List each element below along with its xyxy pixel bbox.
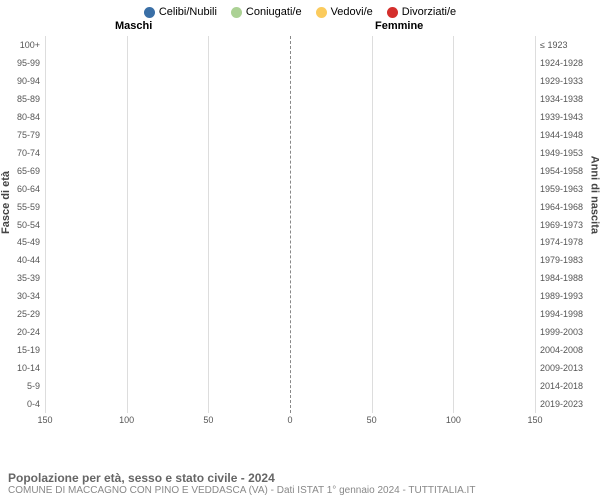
column-headers: Maschi Femmine — [0, 20, 600, 34]
birth-year-label: 1999-2003 — [540, 327, 583, 337]
y-axis-left: 100+ 95-99 90-94 85-89 80-84 75-79 70-74 65-69 6… — [0, 36, 42, 413]
age-label: 20-24 — [17, 327, 40, 337]
birth-year-label: 1989-1993 — [540, 291, 583, 301]
birth-year-label: 1949-1953 — [540, 148, 583, 158]
legend-label: Divorziati/e — [402, 6, 456, 18]
age-label: 95-99 — [17, 58, 40, 68]
legend: Celibi/Nubili Coniugati/e Vedovi/e Divorzia… — [0, 0, 600, 20]
legend-swatch — [231, 7, 242, 18]
birth-year-label: 2004-2008 — [540, 345, 583, 355]
age-label: 35-39 — [17, 273, 40, 283]
age-label: 85-89 — [17, 94, 40, 104]
age-label: 45-49 — [17, 237, 40, 247]
birth-year-label: 1984-1988 — [540, 273, 583, 283]
birth-year-label: ≤ 1923 — [540, 40, 567, 50]
birth-year-label: 1969-1973 — [540, 220, 583, 230]
birth-year-label: 1959-1963 — [540, 184, 583, 194]
birth-year-label: 1964-1968 — [540, 202, 583, 212]
age-label: 50-54 — [17, 220, 40, 230]
header-male: Maschi — [115, 20, 152, 32]
footer-subtitle: COMUNE DI MACCAGNO CON PINO E VEDDASCA (… — [8, 485, 592, 496]
legend-swatch — [316, 7, 327, 18]
legend-label: Vedovi/e — [331, 6, 373, 18]
legend-item: Celibi/Nubili — [144, 6, 217, 18]
y-axis-right: ≤ 1923 1924-1928 1929-1933 1934-1938 1939-19… — [538, 36, 600, 413]
legend-label: Coniugati/e — [246, 6, 302, 18]
legend-swatch — [144, 7, 155, 18]
x-tick: 150 — [37, 415, 52, 425]
birth-year-label: 2009-2013 — [540, 363, 583, 373]
legend-item: Vedovi/e — [316, 6, 373, 18]
pyramid-chart: Fasce di età Anni di nascita 100+95-9990… — [0, 36, 600, 431]
age-label: 15-19 — [17, 345, 40, 355]
birth-year-label: 1979-1983 — [540, 255, 583, 265]
age-label: 60-64 — [17, 184, 40, 194]
x-tick: 0 — [287, 415, 292, 425]
footer-title: Popolazione per età, sesso e stato civil… — [8, 471, 592, 485]
age-label: 75-79 — [17, 130, 40, 140]
birth-year-label: 2019-2023 — [540, 399, 583, 409]
chart-footer: Popolazione per età, sesso e stato civil… — [8, 471, 592, 496]
age-label: 25-29 — [17, 309, 40, 319]
birth-year-label: 2014-2018 — [540, 381, 583, 391]
x-tick: 50 — [367, 415, 377, 425]
legend-label: Celibi/Nubili — [159, 6, 217, 18]
legend-item: Coniugati/e — [231, 6, 302, 18]
age-label: 70-74 — [17, 148, 40, 158]
birth-year-label: 1954-1958 — [540, 166, 583, 176]
legend-swatch — [387, 7, 398, 18]
age-label: 0-4 — [27, 399, 40, 409]
x-tick: 100 — [446, 415, 461, 425]
age-label: 90-94 — [17, 76, 40, 86]
birth-year-label: 1924-1928 — [540, 58, 583, 68]
birth-year-label: 1934-1938 — [540, 94, 583, 104]
plot-area — [45, 36, 535, 413]
age-label: 40-44 — [17, 255, 40, 265]
x-tick: 150 — [527, 415, 542, 425]
age-label: 65-69 — [17, 166, 40, 176]
birth-year-label: 1944-1948 — [540, 130, 583, 140]
age-label: 10-14 — [17, 363, 40, 373]
birth-year-label: 1939-1943 — [540, 112, 583, 122]
age-label: 80-84 — [17, 112, 40, 122]
birth-year-label: 1929-1933 — [540, 76, 583, 86]
age-label: 100+ — [20, 40, 40, 50]
age-label: 5-9 — [27, 381, 40, 391]
age-label: 55-59 — [17, 202, 40, 212]
legend-item: Divorziati/e — [387, 6, 456, 18]
birth-year-label: 1974-1978 — [540, 237, 583, 247]
x-tick: 50 — [203, 415, 213, 425]
header-female: Femmine — [375, 20, 423, 32]
age-label: 30-34 — [17, 291, 40, 301]
x-axis: 15010050050100150 — [45, 415, 535, 431]
x-tick: 100 — [119, 415, 134, 425]
birth-year-label: 1994-1998 — [540, 309, 583, 319]
